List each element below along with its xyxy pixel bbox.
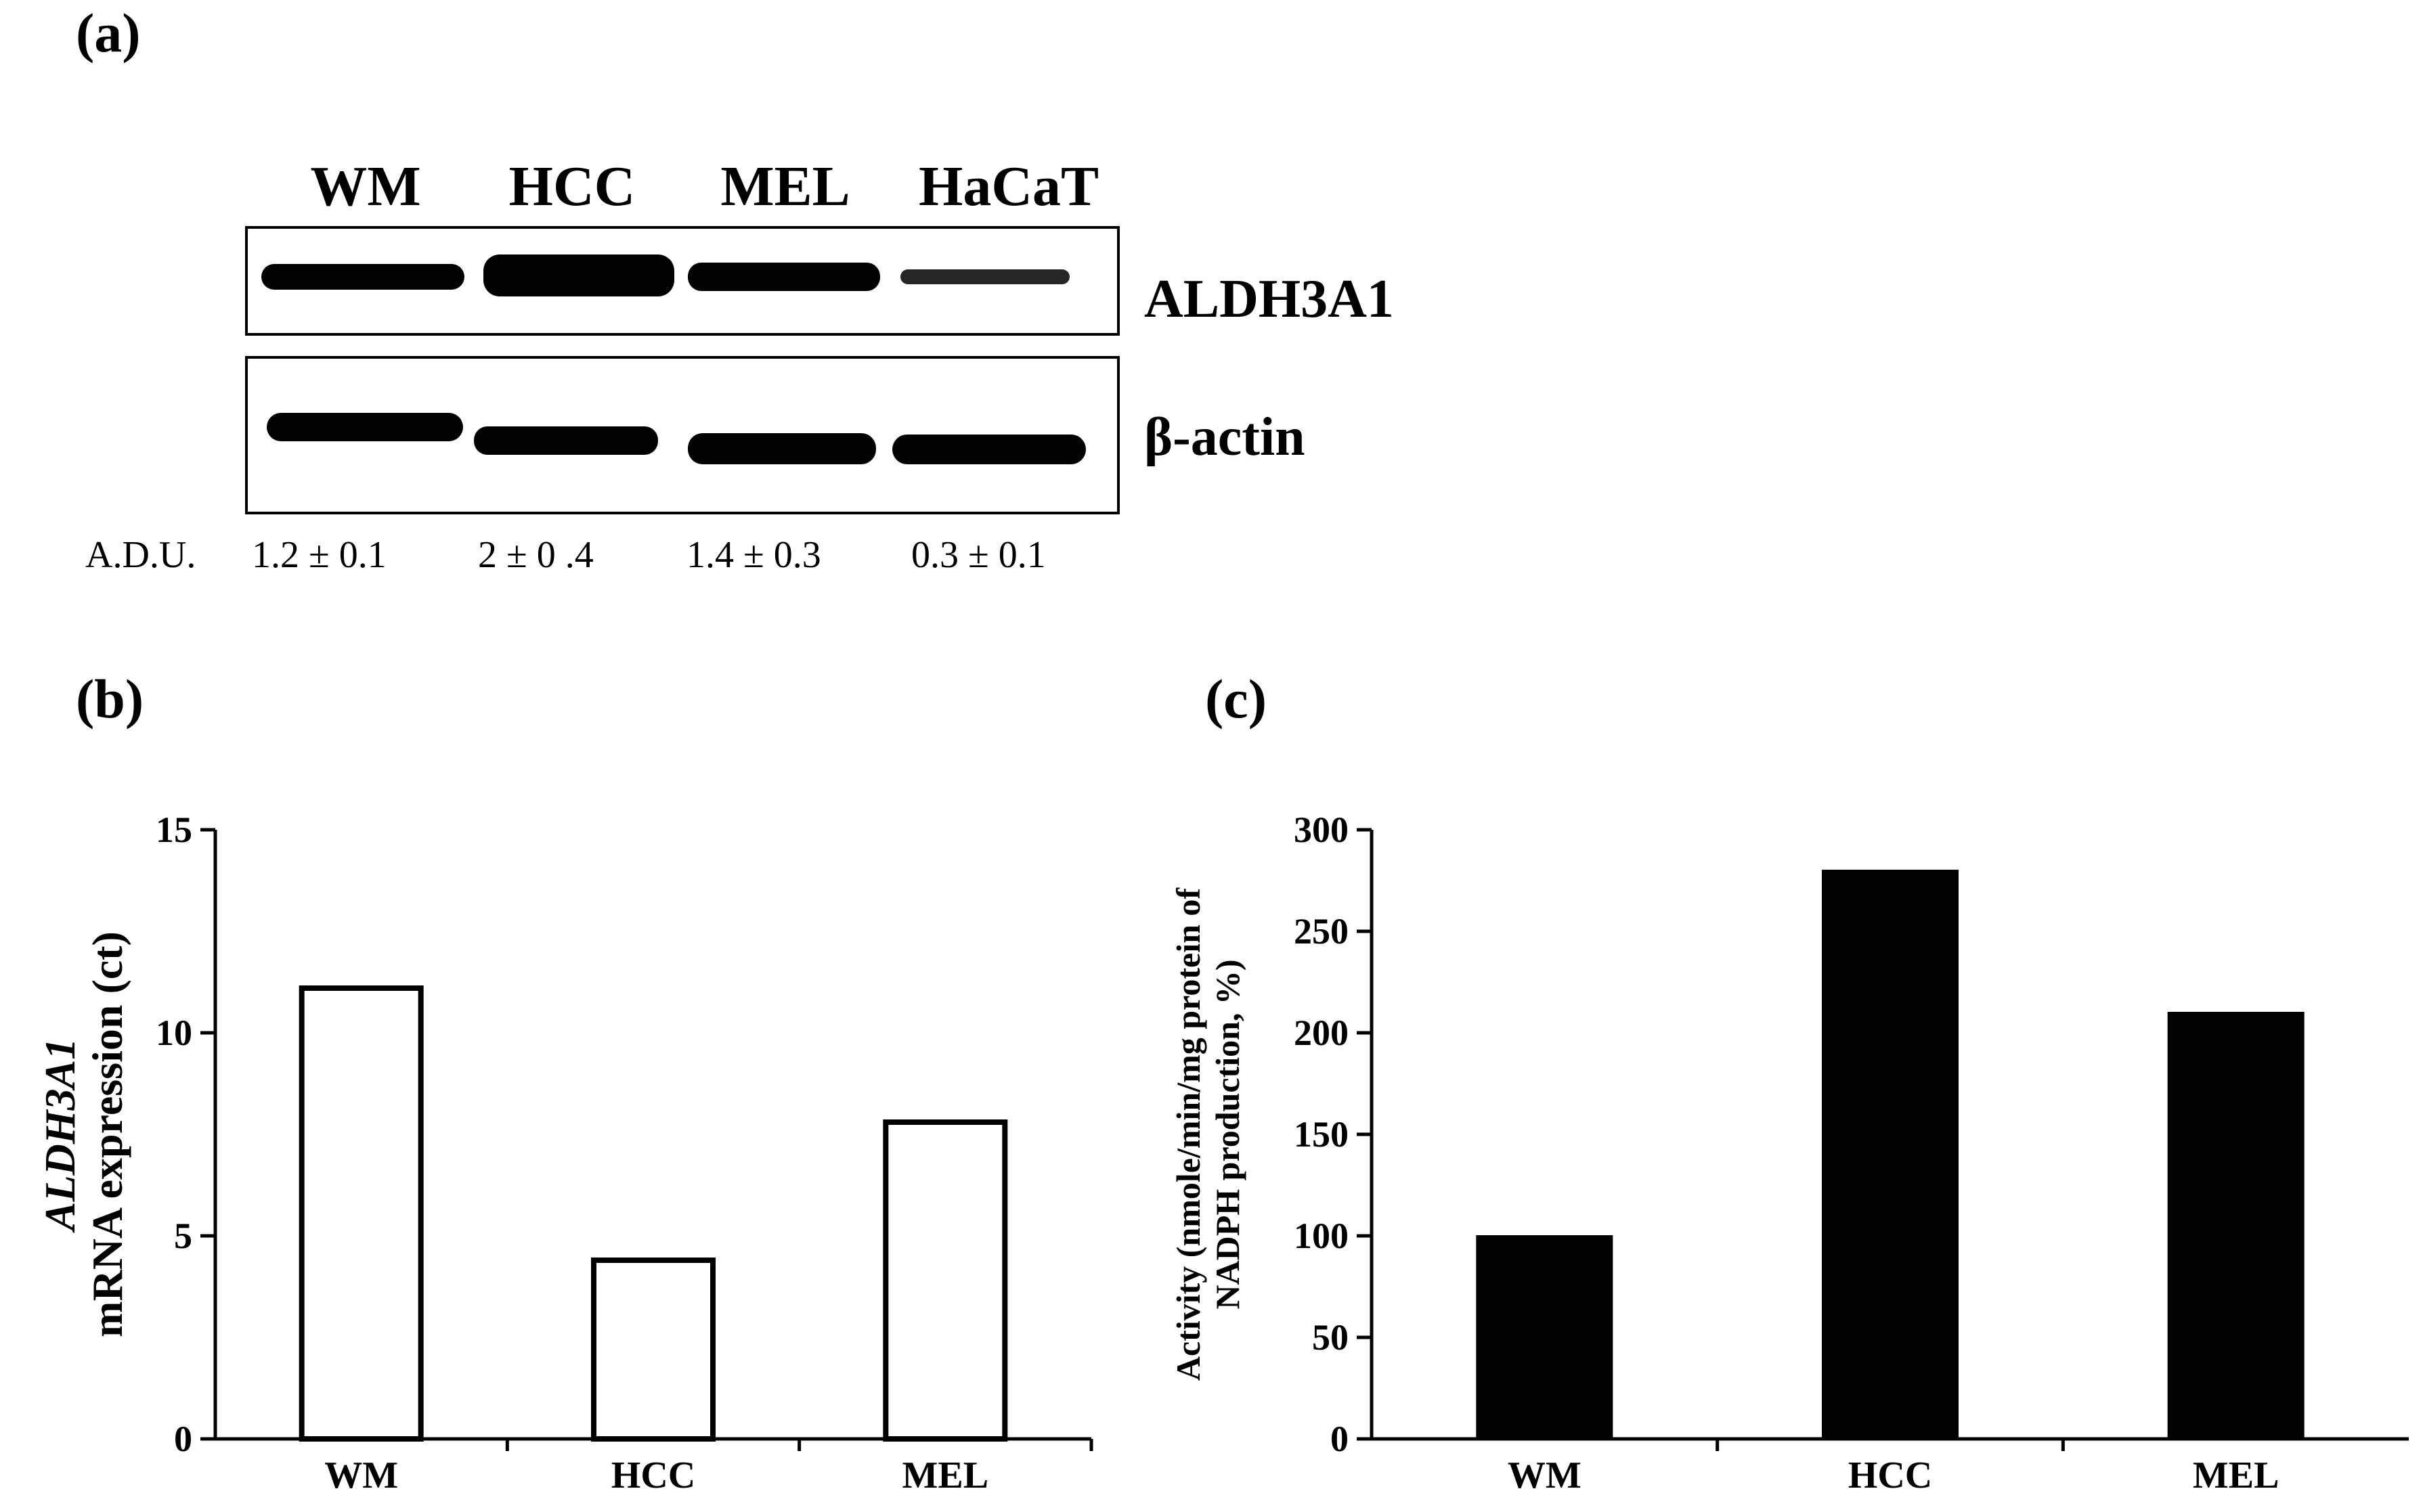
chart-c-activity: Activity (nmole/min/mg protein of NADPH p…: [1169, 809, 2409, 1496]
blot-aldh3a1: [245, 226, 1120, 336]
band-actin-hcc: [474, 426, 658, 455]
chart-b-y-axis-title-gene: ALDH3A1: [36, 1038, 84, 1233]
chart-c-y-tick-label: 0: [1330, 1419, 1349, 1459]
chart-c-y-tick-label: 200: [1294, 1013, 1349, 1053]
protein-label-aldh3a1: ALDH3A1: [1144, 269, 1394, 329]
adu-value-hcc: 2 ± 0 .4: [478, 534, 594, 576]
chart-c-bar-hcc: [1822, 870, 1959, 1440]
lane-label-mel: MEL: [720, 155, 850, 218]
chart-b-y-tick-label: 15: [156, 809, 192, 850]
panel-label-b: (b): [76, 668, 144, 730]
chart-c-x-tick-label: HCC: [1848, 1454, 1932, 1496]
chart-b-y-axis-title-line2: mRNA expression (ct): [83, 931, 131, 1337]
chart-b-mrna-expression: ALDH3A1 mRNA expression (ct) 0 5 10 15 WM HCC M…: [36, 809, 1093, 1496]
chart-c-y-tick-label: 250: [1294, 911, 1349, 952]
chart-c-x-tick-label: WM: [1508, 1454, 1581, 1496]
chart-c-y-tick-label: 300: [1294, 809, 1349, 850]
chart-b-y-tick-label: 5: [174, 1216, 192, 1256]
chart-b-y-tick-label: 0: [174, 1419, 192, 1459]
chart-b-y-axis-title: ALDH3A1: [36, 1038, 84, 1233]
chart-b-y-axis-label: ALDH3A1 mRNA expression (ct): [36, 931, 131, 1337]
band-aldh3a1-hcc: [483, 254, 674, 296]
chart-c-bars: [1476, 870, 2305, 1440]
chart-c-y-axis-label: Activity (nmole/min/mg protein of NADPH p…: [1169, 887, 1246, 1381]
chart-b-bar-mel: [883, 1119, 1008, 1442]
chart-b-bar-hcc: [591, 1258, 716, 1442]
chart-c-y-tick-label: 100: [1294, 1216, 1349, 1256]
lane-label-wm: WM: [310, 155, 421, 218]
adu-label: A.D.U.: [85, 534, 196, 576]
band-aldh3a1-hacat: [900, 269, 1070, 284]
band-actin-hacat: [892, 435, 1086, 464]
lane-label-hcc: HCC: [508, 155, 636, 218]
band-actin-mel: [688, 433, 876, 464]
blot-beta-actin: [245, 356, 1120, 514]
lane-label-hacat: HaCaT: [918, 155, 1099, 218]
chart-c-y-tick-label: 50: [1312, 1317, 1349, 1358]
panel-label-c: (c): [1205, 668, 1267, 730]
chart-b-y-tick-label: 10: [156, 1013, 192, 1053]
adu-value-mel: 1.4 ± 0.3: [686, 534, 821, 576]
chart-c-bar-mel: [2167, 1012, 2305, 1440]
chart-b-x-tick-label: HCC: [611, 1454, 695, 1496]
panel-label-a: (a): [76, 2, 141, 64]
adu-value-hacat: 0.3 ± 0.1: [911, 534, 1046, 576]
band-aldh3a1-mel: [688, 263, 880, 291]
band-aldh3a1-wm: [261, 264, 464, 290]
chart-c-y-tick-label: 150: [1294, 1114, 1349, 1155]
band-actin-wm: [267, 413, 463, 441]
chart-b-x-tick-label: MEL: [902, 1454, 989, 1496]
chart-b-bar-wm: [299, 985, 424, 1442]
adu-value-wm: 1.2 ± 0.1: [252, 534, 387, 576]
chart-b-x-tick-label: WM: [324, 1454, 398, 1496]
chart-c-x-tick-label: MEL: [2193, 1454, 2279, 1496]
chart-c-bar-wm: [1476, 1235, 1613, 1440]
protein-label-beta-actin: β-actin: [1144, 407, 1305, 467]
chart-b-axes: 0 5 10 15 WM HCC MEL: [156, 809, 1093, 1496]
chart-c-axes: 0 50 100 150 200 250 300 WM HCC MEL: [1294, 809, 2409, 1496]
chart-c-y-axis-title-line1: Activity (nmole/min/mg protein of: [1169, 887, 1207, 1381]
chart-b-bars: [299, 985, 1008, 1442]
chart-c-y-axis-title-line2: NADPH production, %): [1208, 959, 1246, 1309]
